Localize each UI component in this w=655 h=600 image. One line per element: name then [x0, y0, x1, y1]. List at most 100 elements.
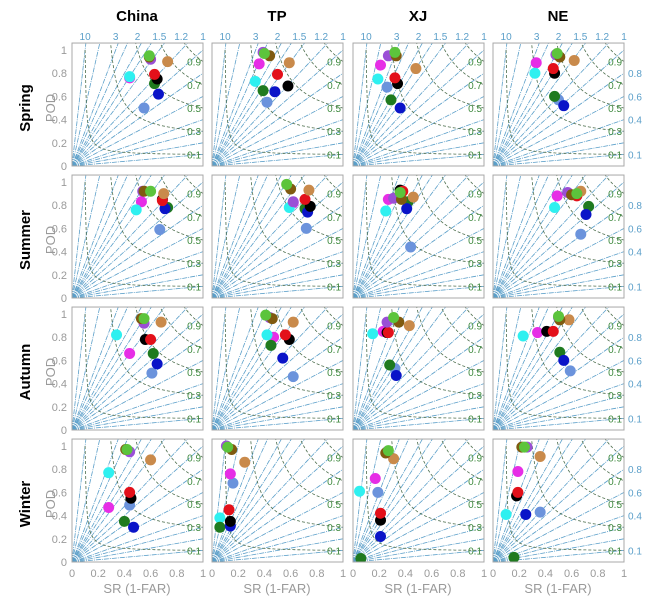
data-point [369, 472, 381, 484]
bias-line [212, 439, 329, 563]
data-point [375, 530, 387, 542]
data-point [558, 100, 570, 112]
bias-line [212, 96, 343, 166]
bias-line [212, 383, 343, 431]
data-point [549, 90, 561, 102]
data-point [282, 80, 294, 92]
y-tick-label: 0 [61, 557, 67, 569]
bias-line [353, 43, 368, 166]
row-titles: Spring Summer Autumn Winter [17, 84, 34, 527]
csi-curve [365, 49, 484, 155]
bias-line [493, 228, 624, 298]
bias-line [353, 175, 433, 298]
bias-line [493, 439, 586, 563]
data-point [385, 94, 397, 106]
bias-line [72, 439, 119, 563]
bias-label-top: 1 [340, 32, 346, 43]
data-point [372, 486, 384, 498]
plot-area: 0.1 0.3 0.5 0.7 0.9 [72, 307, 203, 431]
csi-curve [604, 439, 624, 458]
bias-line [212, 307, 292, 431]
csi-label: 0.7 [187, 81, 201, 92]
csi-label: 0.9 [327, 190, 341, 201]
panel-frame [71, 42, 204, 167]
bias-line [72, 418, 203, 431]
bias-line [72, 175, 101, 298]
data-point [118, 515, 130, 527]
csi-curve [365, 313, 484, 419]
bias-line [72, 181, 203, 298]
bias-line [353, 307, 400, 431]
x-tick-label: 0 [69, 568, 75, 580]
bias-line [72, 96, 203, 166]
panel-frame [211, 42, 344, 167]
bias-line [493, 262, 624, 298]
bias-line [353, 274, 484, 298]
y-axis-labels: POD POD POD POD [43, 94, 58, 518]
bias-line [353, 307, 470, 431]
bias-line [212, 445, 343, 563]
bias-line [493, 175, 522, 298]
bias-line [72, 175, 152, 298]
csi-curve [183, 307, 203, 326]
data-point [401, 203, 413, 215]
data-point [568, 54, 580, 66]
csi-curve [275, 43, 343, 109]
bias-line [212, 439, 241, 563]
bias-line [72, 43, 152, 166]
data-point [155, 316, 167, 328]
bias-line [493, 96, 624, 166]
csi-label: 0.5 [327, 236, 341, 247]
bias-line [212, 251, 343, 298]
data-point [103, 467, 115, 479]
bias-line [72, 307, 152, 431]
data-point [214, 512, 226, 524]
bias-line [493, 336, 624, 431]
data-point [124, 347, 136, 359]
y-tick-label: 0.8 [52, 332, 67, 344]
data-point [214, 521, 226, 533]
csi-label: 0.1 [327, 282, 341, 293]
bias-line [353, 175, 423, 298]
bias-line [212, 175, 282, 298]
data-point [547, 325, 559, 337]
csi-curve [365, 181, 484, 287]
bias-line [353, 262, 484, 298]
x-tick-label: 1 [481, 568, 487, 580]
csi-label: 0.9 [327, 322, 341, 333]
csi-label: 0.5 [187, 104, 201, 115]
csi-curve [323, 43, 343, 62]
bias-line [493, 445, 624, 563]
bias-line [353, 313, 484, 431]
csi-label: 0.1 [608, 282, 622, 293]
data-point [394, 102, 406, 114]
row-title-autumn: Autumn [17, 344, 34, 401]
y-tick-label: 0.4 [52, 247, 67, 259]
csi-curve [556, 175, 624, 241]
panel-frame [352, 306, 485, 431]
x-tick-label: 0.8 [309, 568, 324, 580]
data-point [303, 184, 315, 196]
column-title-xj: XJ [409, 8, 427, 25]
bias-line [493, 43, 563, 166]
x-tick-label: 0.2 [512, 568, 527, 580]
bias-line [493, 360, 624, 431]
csi-curve [250, 175, 343, 264]
bias-line [212, 550, 343, 563]
bias-line [493, 418, 624, 431]
csi-curve [531, 439, 624, 528]
data-point [260, 309, 272, 321]
bias-label-right: 0.1 [628, 546, 642, 557]
bias-line [212, 406, 343, 431]
bias-line [353, 43, 470, 166]
csi-label: 0.3 [327, 523, 341, 534]
plot-area: 0.1 0.3 0.5 0.7 0.9 [493, 439, 624, 563]
bias-line [72, 468, 203, 563]
data-point [575, 228, 587, 240]
x-tick-label: 0.2 [372, 568, 387, 580]
csi-label: 0.7 [327, 477, 341, 488]
data-point [138, 313, 150, 325]
y-tick-label: 0.4 [52, 511, 67, 523]
bias-line [493, 175, 563, 298]
data-point [354, 485, 366, 497]
